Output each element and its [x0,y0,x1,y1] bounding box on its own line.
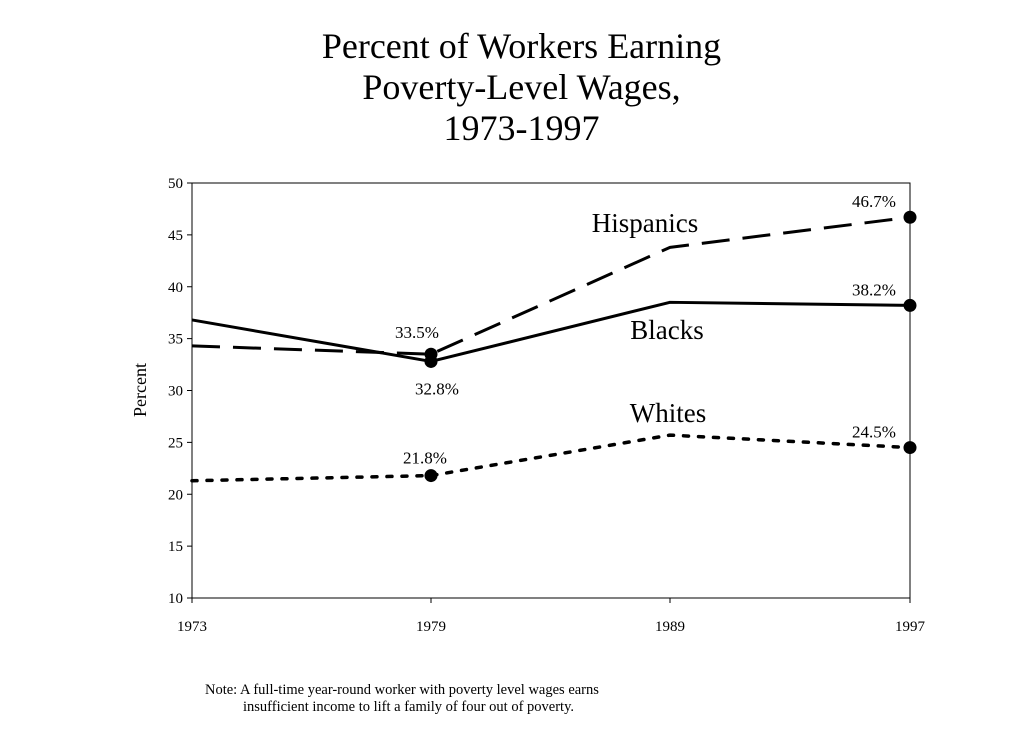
y-tick-label: 15 [168,539,183,555]
chart-title-line-3: 1973-1997 [443,108,600,148]
data-label-blacks: 32.8% [415,379,459,398]
series-line-whites [190,433,912,483]
y-tick-label: 10 [168,591,183,607]
data-label-whites: 21.8% [403,449,447,468]
chart-title: Percent of Workers Earning Poverty-Level… [0,26,1023,149]
data-point-blacks [424,354,438,368]
footnote-line-1: Note: A full-time year-round worker with… [205,682,599,698]
chart-series [190,210,917,483]
plot-area-frame [191,182,911,599]
y-tick-label: 45 [168,228,183,244]
y-tick-label: 50 [168,176,183,192]
series-line-blacks [191,300,911,363]
series-name-blacks: Blacks [630,315,704,345]
chart-labels: 33.5% 46.7% Hispanics 32.8% 38.2% Blacks 21.8%… [395,192,896,467]
chart-title-line-2: Poverty-Level Wages, [362,67,681,107]
y-tick-label: 35 [168,332,183,348]
footnote-line-2: insufficient income to lift a family of … [243,699,575,715]
x-tick-label: 1979 [416,619,446,635]
x-tick-label: 1989 [655,619,685,635]
data-point-whites [903,441,917,455]
series-name-hispanics: Hispanics [592,208,698,238]
data-point-whites [424,469,438,483]
chart-title-line-1: Percent of Workers Earning [321,26,722,66]
data-point-hispanics [903,210,917,224]
y-tick-label: 40 [168,280,183,296]
data-label-hispanics: 33.5% [395,323,439,342]
footnote: Note: A full-time year-round worker with… [205,682,599,716]
y-tick-label: 20 [168,487,183,503]
data-label-blacks: 38.2% [852,280,896,299]
x-tick-label: 1973 [177,619,207,635]
y-axis-label: Percent [130,363,150,417]
x-tick-label: 1997 [895,619,926,635]
data-label-whites: 24.5% [852,423,896,442]
y-tick-label: 30 [168,384,183,400]
y-tick-label: 25 [168,435,183,451]
chart-axes: 10 15 20 25 30 35 40 45 50 1973 1979 1989 1997 Percen… [130,176,926,635]
data-label-hispanics: 46.7% [852,192,896,211]
series-line-hispanics [191,215,911,356]
series-name-whites: Whites [630,398,706,428]
data-point-blacks [903,298,917,312]
